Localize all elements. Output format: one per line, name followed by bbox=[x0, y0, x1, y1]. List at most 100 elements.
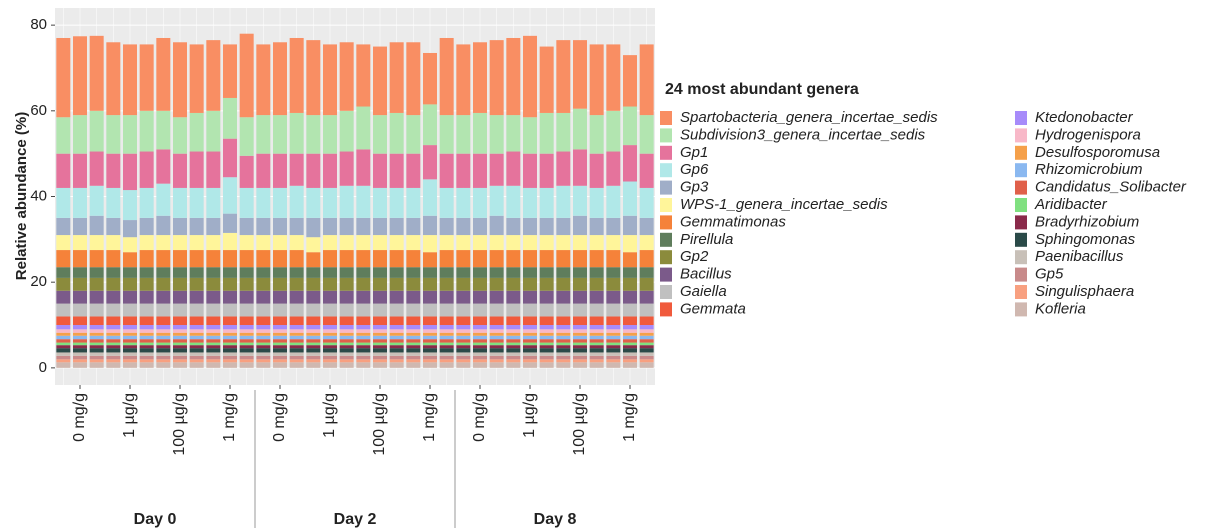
bar-segment bbox=[189, 303, 204, 317]
bar-segment bbox=[156, 235, 171, 251]
bar-segment bbox=[123, 190, 137, 221]
y-tick-label: 40 bbox=[30, 187, 47, 204]
bar-segment bbox=[89, 339, 104, 343]
bar-segment bbox=[206, 332, 221, 336]
bar-segment bbox=[123, 277, 137, 291]
bar-segment bbox=[189, 332, 204, 336]
bar-segment bbox=[56, 235, 71, 251]
bar-segment bbox=[439, 277, 454, 291]
bar-segment bbox=[239, 267, 254, 278]
bar-segment bbox=[56, 345, 71, 349]
legend-swatch bbox=[1015, 285, 1027, 299]
bar-segment bbox=[139, 267, 154, 278]
bar-segment bbox=[106, 352, 121, 356]
bar-segment bbox=[56, 277, 71, 291]
bar-segment bbox=[389, 277, 404, 291]
bar-segment bbox=[556, 362, 571, 368]
bar-segment bbox=[289, 339, 304, 343]
bar-segment bbox=[456, 359, 471, 363]
bar-segment bbox=[139, 332, 154, 336]
bar-segment bbox=[573, 342, 587, 346]
bar-segment bbox=[639, 153, 654, 188]
bar-segment bbox=[139, 187, 154, 218]
bar-segment bbox=[556, 217, 571, 236]
bar-segment bbox=[423, 235, 437, 253]
bar-segment bbox=[323, 332, 337, 336]
bar-segment bbox=[423, 316, 437, 326]
bar-segment bbox=[389, 355, 404, 360]
bar-segment bbox=[256, 115, 271, 154]
bar-segment bbox=[56, 37, 71, 118]
bar-segment bbox=[589, 316, 604, 326]
bar-segment bbox=[356, 277, 371, 291]
bar-segment bbox=[489, 362, 504, 368]
x-tick-label: 1 µg/g bbox=[521, 393, 538, 438]
bar-segment bbox=[489, 185, 504, 216]
bar-segment bbox=[223, 362, 237, 368]
bar-segment bbox=[89, 355, 104, 360]
bar-segment bbox=[523, 325, 537, 330]
bar-segment bbox=[556, 359, 571, 363]
bar-segment bbox=[539, 250, 554, 268]
bar-segment bbox=[506, 277, 521, 291]
bar-segment bbox=[89, 335, 104, 340]
bar-segment bbox=[289, 325, 304, 330]
bar-segment bbox=[73, 187, 87, 218]
bar-segment bbox=[323, 339, 337, 343]
bar-segment bbox=[606, 359, 621, 363]
bar-segment bbox=[439, 359, 454, 363]
bar-segment bbox=[273, 187, 287, 218]
bar-segment bbox=[206, 303, 221, 317]
bar-segment bbox=[289, 359, 304, 363]
bar-segment bbox=[156, 345, 171, 349]
bar-segment bbox=[473, 348, 487, 353]
bar-segment bbox=[206, 250, 221, 268]
y-tick-label: 60 bbox=[30, 102, 47, 119]
bar-segment bbox=[339, 329, 354, 333]
bar-segment bbox=[223, 303, 237, 317]
bar-segment bbox=[323, 359, 337, 363]
bar-segment bbox=[623, 325, 637, 330]
bar-segment bbox=[139, 303, 154, 317]
bar-segment bbox=[56, 303, 71, 317]
bar-segment bbox=[506, 348, 521, 353]
bar-segment bbox=[423, 104, 437, 146]
bar-segment bbox=[56, 267, 71, 278]
bar-segment bbox=[106, 316, 121, 326]
bar-segment bbox=[606, 151, 621, 186]
bar-segment bbox=[473, 329, 487, 333]
bar-segment bbox=[556, 342, 571, 346]
bar-segment bbox=[406, 332, 421, 336]
bar-segment bbox=[539, 187, 554, 218]
bar-segment bbox=[406, 277, 421, 291]
bar-segment bbox=[523, 303, 537, 317]
y-tick-label: 80 bbox=[30, 16, 47, 33]
x-tick-label: 100 µg/g bbox=[571, 393, 588, 456]
bar-segment bbox=[289, 277, 304, 291]
bar-segment bbox=[206, 335, 221, 340]
bar-segment bbox=[356, 185, 371, 218]
bar-segment bbox=[306, 329, 321, 333]
bar-segment bbox=[323, 352, 337, 356]
bar-segment bbox=[556, 303, 571, 317]
bar-segment bbox=[289, 267, 304, 278]
bar-segment bbox=[473, 359, 487, 363]
bar-segment bbox=[639, 325, 654, 330]
bar-segment bbox=[323, 267, 337, 278]
bar-segment bbox=[356, 329, 371, 333]
bar-segment bbox=[356, 325, 371, 330]
bar-segment bbox=[156, 355, 171, 360]
bar-segment bbox=[173, 352, 187, 356]
bar-segment bbox=[206, 110, 221, 152]
bar-segment bbox=[56, 348, 71, 353]
bar-segment bbox=[339, 217, 354, 236]
bar-segment bbox=[206, 342, 221, 346]
bar-segment bbox=[189, 325, 204, 330]
bar-segment bbox=[256, 316, 271, 326]
bar-segment bbox=[573, 215, 587, 236]
bar-segment bbox=[523, 332, 537, 336]
bar-segment bbox=[506, 329, 521, 333]
legend-swatch bbox=[1015, 198, 1027, 212]
bar-segment bbox=[323, 362, 337, 368]
bar-segment bbox=[606, 267, 621, 278]
